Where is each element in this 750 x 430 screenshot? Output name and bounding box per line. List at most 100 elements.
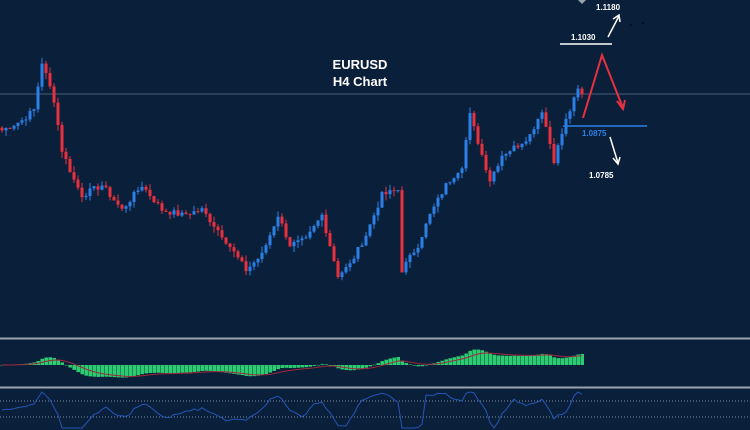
- candle-body: [140, 186, 144, 191]
- candle-body: [504, 154, 508, 156]
- macd-bar: [204, 365, 208, 371]
- candle-body: [184, 212, 188, 215]
- macd-bar: [200, 365, 204, 371]
- candle-body: [488, 170, 492, 182]
- candle-body: [556, 145, 560, 164]
- down-arrowhead-icon: [612, 156, 621, 166]
- candle-body: [528, 134, 532, 142]
- candle-body: [180, 212, 184, 216]
- candle-body: [516, 145, 520, 148]
- candle-body: [456, 172, 460, 179]
- candle-body: [76, 179, 80, 188]
- macd-bar: [148, 365, 152, 373]
- macd-bar: [160, 365, 164, 373]
- candle-body: [176, 210, 180, 216]
- macd-bar: [412, 365, 416, 366]
- candle-body: [8, 127, 12, 129]
- macd-bar: [468, 350, 472, 365]
- macd-bar: [288, 365, 292, 368]
- candle-body: [552, 143, 556, 164]
- candle-body: [12, 125, 16, 129]
- candle-body: [192, 211, 196, 215]
- candle-body: [72, 172, 76, 180]
- candle-body: [572, 97, 576, 112]
- candle-body: [312, 226, 316, 232]
- candle-body: [168, 211, 172, 215]
- macd-bar: [568, 356, 572, 365]
- macd-bar: [540, 353, 544, 365]
- candle-body: [540, 112, 544, 119]
- candle-body: [580, 88, 584, 95]
- candle-body: [116, 200, 120, 205]
- macd-bar: [224, 365, 228, 373]
- macd-bar: [132, 365, 136, 377]
- candle-body: [220, 230, 224, 238]
- macd-bar: [108, 365, 112, 377]
- candle-body: [276, 216, 280, 227]
- macd-bar: [284, 365, 288, 368]
- candle-body: [68, 159, 72, 173]
- macd-bar: [260, 365, 264, 376]
- macd-bar: [296, 365, 300, 368]
- macd-bar: [240, 365, 244, 376]
- macd-bar: [192, 365, 196, 372]
- macd-bar: [128, 365, 132, 378]
- candle-body: [448, 182, 452, 184]
- macd-bar: [492, 354, 496, 365]
- candle-body: [40, 63, 44, 87]
- candle-body: [268, 235, 272, 246]
- macd-bar: [80, 365, 84, 375]
- candle-body: [340, 272, 344, 278]
- candle-body: [44, 63, 48, 74]
- macd-bar: [456, 356, 460, 365]
- candle-body: [360, 245, 364, 247]
- macd-bar: [232, 365, 236, 374]
- macd-bar: [256, 365, 260, 376]
- dot: [642, 22, 644, 24]
- macd-bar: [364, 365, 368, 368]
- candles: [0, 57, 584, 281]
- macd-bar: [520, 355, 524, 365]
- candle-body: [84, 195, 88, 198]
- macd-bar: [532, 355, 536, 365]
- candle-body: [64, 151, 68, 160]
- candle-body: [328, 233, 332, 247]
- candle-body: [396, 190, 400, 192]
- candle-body: [232, 247, 236, 252]
- macd-bar: [512, 355, 516, 365]
- candle-body: [92, 186, 96, 189]
- candle-body: [560, 133, 564, 146]
- macd-bar: [368, 365, 372, 367]
- signal-line: [1, 352, 583, 377]
- candle-body: [480, 143, 484, 155]
- macd-bar: [544, 354, 548, 365]
- macd-bar: [416, 365, 420, 367]
- candle-body: [228, 243, 232, 248]
- macd-bar: [548, 355, 552, 365]
- macd-bar: [276, 365, 280, 370]
- macd-bar: [320, 364, 324, 365]
- macd-bar: [140, 365, 144, 375]
- candle-body: [272, 226, 276, 236]
- candle-body: [112, 197, 116, 201]
- macd-bar: [120, 365, 124, 378]
- candle-body: [512, 145, 516, 152]
- macd-bar: [384, 359, 388, 365]
- candle-body: [472, 113, 476, 127]
- macd-bar: [116, 365, 120, 378]
- candle-body: [216, 226, 220, 231]
- candle-body: [324, 214, 328, 234]
- level-label-1.1180: 1.1180: [596, 3, 621, 12]
- candle-body: [0, 127, 4, 131]
- candle-body: [240, 257, 244, 262]
- macd-bar: [72, 365, 76, 370]
- level-label-1.0785: 1.0785: [589, 171, 614, 180]
- candle-body: [144, 186, 148, 190]
- candle-body: [160, 203, 164, 211]
- candle-body: [152, 196, 156, 203]
- macd-bar: [176, 365, 180, 373]
- macd-bar: [476, 349, 480, 365]
- candle-body: [196, 211, 200, 213]
- macd-bar: [112, 365, 116, 378]
